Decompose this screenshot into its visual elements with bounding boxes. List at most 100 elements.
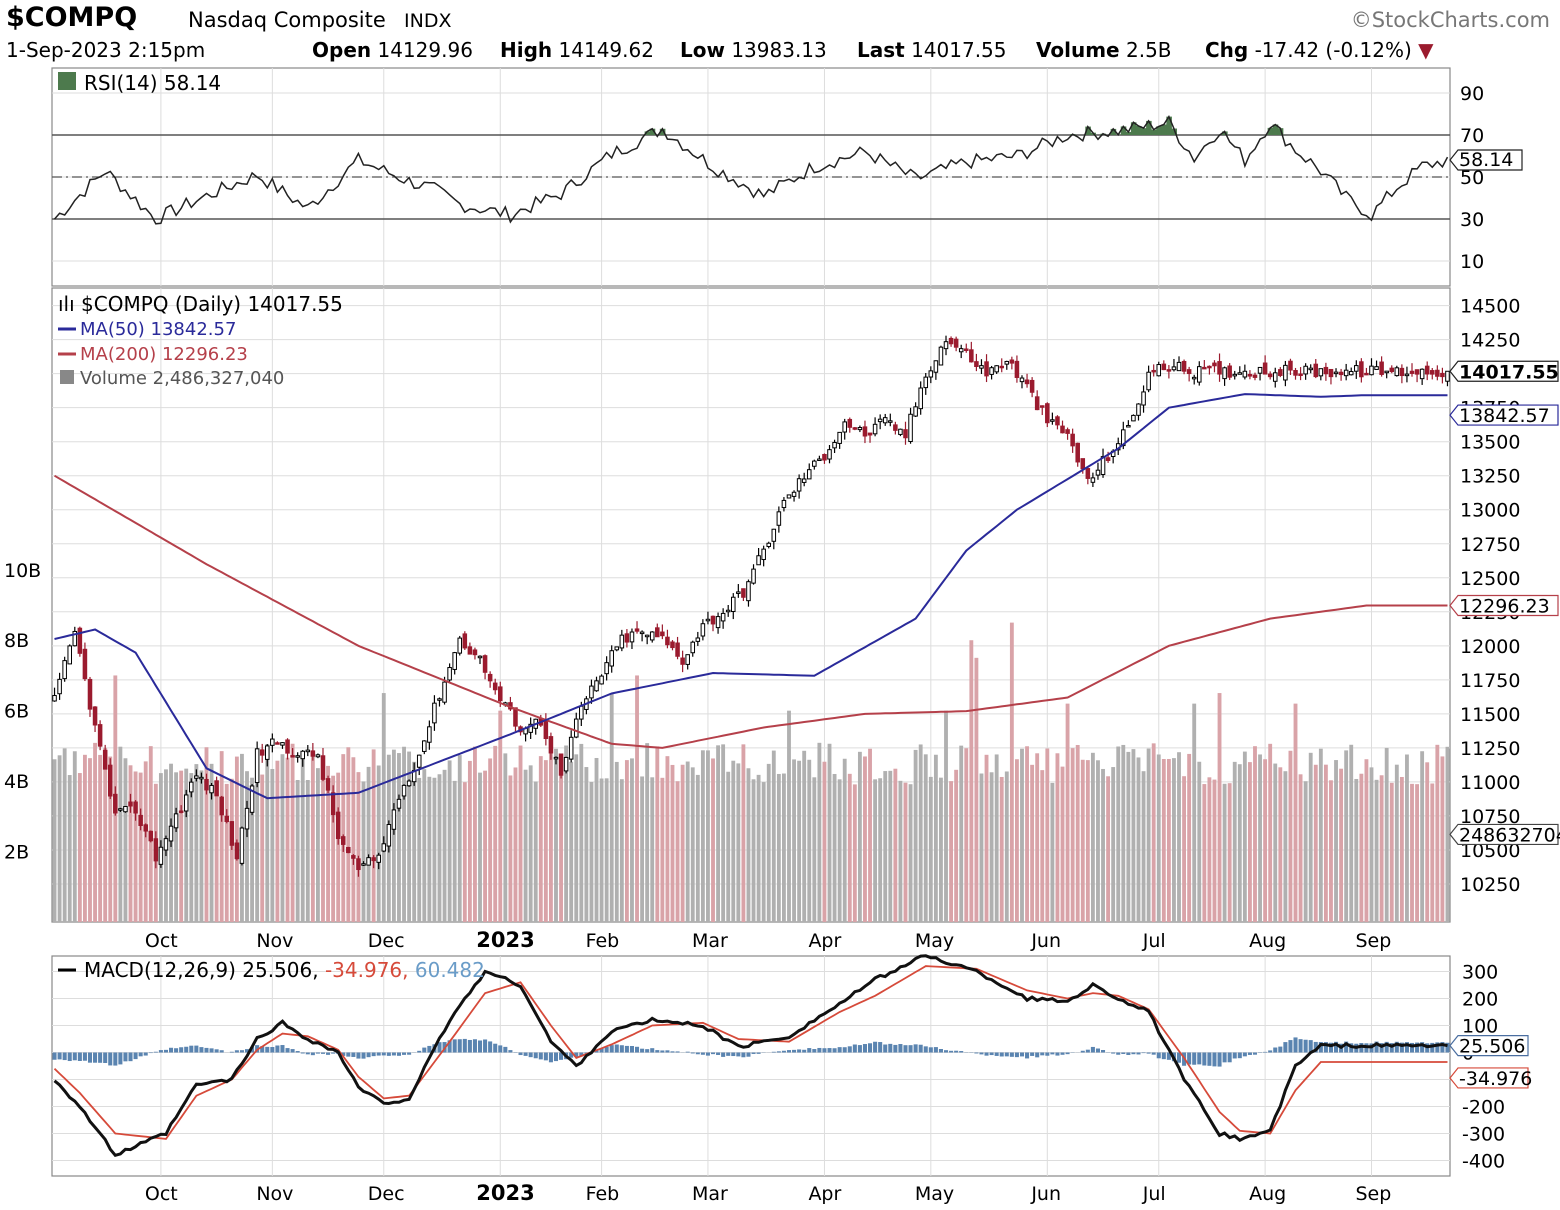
macd-histogram-bar [1252, 1052, 1258, 1055]
candle-down [487, 673, 493, 682]
volume-bar [1172, 758, 1176, 922]
volume-bar [609, 693, 614, 922]
volume-legend-icon [60, 370, 74, 384]
volume-bar [265, 744, 270, 922]
macd-histogram-bar [619, 1045, 624, 1053]
candle-up [1141, 391, 1146, 406]
volume-bar [1425, 762, 1430, 922]
macd-histogram-bar [852, 1044, 857, 1053]
macd-histogram-bar [1176, 1052, 1182, 1063]
candle-up [994, 365, 999, 373]
candle-up [315, 754, 321, 758]
signal-last-value: -34.976 [1459, 1068, 1532, 1090]
macd-histogram-bar [675, 1051, 680, 1053]
candle-up [888, 420, 893, 423]
price-last-value-box [1449, 360, 1559, 382]
candle-up [979, 365, 984, 369]
candle-up [938, 346, 944, 366]
volume-bar [548, 748, 553, 922]
macd-histogram-bar [1030, 1052, 1035, 1056]
macd-histogram-bar [538, 1052, 543, 1060]
candle-down [1414, 369, 1420, 375]
candle-down [1034, 396, 1040, 411]
candle-down [224, 815, 230, 823]
macd-histogram-bar [143, 1052, 148, 1056]
macd-histogram-bar [1156, 1052, 1161, 1059]
volume-bar [1237, 764, 1242, 922]
macd-histogram-bar [194, 1045, 199, 1053]
volume-bar [1161, 758, 1166, 922]
candle-up [1171, 366, 1177, 371]
candle-down [513, 707, 518, 727]
volume-bar [336, 772, 341, 922]
macd-histogram-bar [989, 1052, 994, 1056]
candle-down [1065, 429, 1070, 434]
macd-histogram-bar [553, 1052, 559, 1062]
macd-histogram-bar [87, 1052, 93, 1063]
datetime: 1-Sep-2023 2:15pm [6, 38, 206, 62]
volume-bar [1020, 748, 1024, 922]
candle-up [898, 428, 903, 435]
price-tick-label: 10500 [1460, 840, 1520, 862]
candle-down [1207, 365, 1212, 369]
volume-bar [675, 781, 680, 922]
open-stat: Open 14129.96 [312, 38, 473, 62]
volume-bar [493, 745, 498, 922]
volume-tick-label: 8B [4, 630, 29, 652]
candle-down [1359, 361, 1364, 378]
volume-bar [619, 779, 624, 922]
candle-up [817, 458, 822, 462]
macd-histogram-bar [270, 1047, 275, 1053]
candle-down [467, 646, 473, 655]
brand-link[interactable]: ©StockCharts.com [1350, 8, 1550, 32]
volume-bar [174, 772, 179, 922]
macd-histogram-bar [199, 1047, 204, 1053]
x-axis-label-bottom: Nov [256, 1183, 293, 1205]
last-stat: Last 14017.55 [857, 38, 1007, 62]
candle-down [1024, 379, 1030, 385]
volume-bar [381, 693, 386, 922]
macd-histogram-bar [189, 1045, 194, 1053]
volume-bar [295, 780, 300, 922]
candle-up [381, 843, 387, 852]
macd-histogram-bar [1420, 1042, 1425, 1053]
volume-bar [1278, 767, 1283, 922]
macd-histogram-bar [1435, 1042, 1440, 1053]
candle-down [492, 682, 498, 691]
volume-bar [508, 775, 513, 922]
macd-histogram-bar [376, 1052, 381, 1056]
candle-up [477, 655, 483, 659]
rsi-legend-icon [58, 72, 76, 90]
volume-bar [1030, 764, 1035, 922]
volume-bar [326, 765, 330, 922]
candle-up [1232, 373, 1238, 377]
macd-histogram-bar [427, 1045, 432, 1053]
volume-bar [1182, 776, 1187, 922]
macd-histogram-bar [402, 1052, 407, 1055]
macd-histogram-bar [103, 1052, 108, 1063]
candle-up [239, 827, 245, 864]
candle-down [497, 686, 503, 702]
volume-bar [1273, 763, 1278, 922]
candle-up [918, 387, 923, 410]
volume-bar [280, 754, 285, 922]
macd-histogram-bar [128, 1052, 133, 1062]
macd-histogram-bar [954, 1050, 959, 1053]
macd-histogram-bar [741, 1052, 746, 1058]
candle-down [1217, 361, 1222, 375]
macd-histogram-bar [624, 1045, 629, 1053]
candle-up [1090, 477, 1096, 483]
macd-histogram-bar [1308, 1040, 1313, 1053]
rsi-overbought-fill [1085, 126, 1091, 135]
candle-up [452, 652, 457, 670]
macd-legend: MACD(12,26,9) 25.506, -34.976, 60.482 [84, 958, 485, 982]
candle-up [1308, 367, 1313, 371]
macd-histogram-bar [609, 1045, 614, 1053]
candle-down [741, 588, 746, 598]
macd-histogram-bar [1374, 1041, 1379, 1053]
macd-tick-label: 200 [1462, 989, 1498, 1011]
candle-down [1060, 425, 1065, 434]
x-axis-label-bottom: Apr [808, 1183, 841, 1205]
volume-bar [1399, 776, 1404, 922]
candle-down [133, 801, 138, 814]
